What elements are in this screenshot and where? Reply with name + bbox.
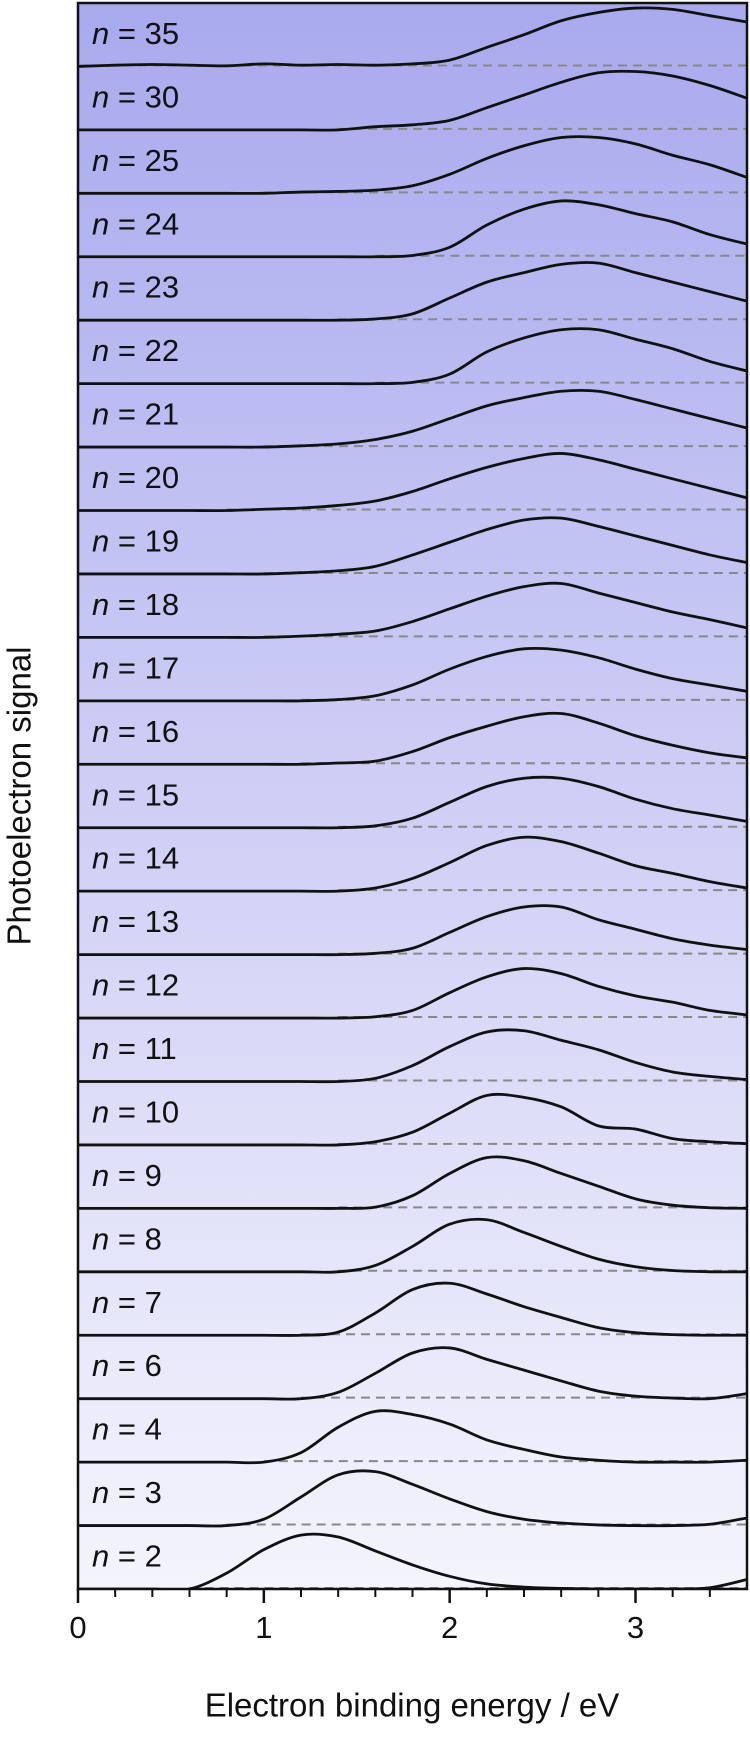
spectrum-line [78,6,747,68]
series-label: n = 23 [92,270,179,305]
series-label: n = 9 [92,1158,162,1193]
series-label: n = 18 [92,587,179,622]
series-label: n = 10 [92,1095,179,1130]
series-label: n = 24 [92,206,179,241]
series-label: n = 17 [92,651,179,686]
spectrum-line [78,1281,747,1337]
series-label: n = 25 [92,143,179,178]
spectrum-line [78,904,747,957]
series-label: n = 21 [92,397,179,432]
spectrum-line [78,388,747,449]
spectrum-line [78,581,747,639]
series-label: n = 14 [92,841,179,876]
y-axis-label: Photoelectron signal [1,646,38,945]
spectrum-line [78,327,747,386]
spectrum-line [78,967,747,1020]
series-label: n = 4 [92,1412,162,1447]
spectrum-line [78,1409,747,1465]
spectrum-line [78,199,747,259]
series-label: n = 6 [92,1348,162,1383]
series-label: n = 13 [92,904,179,939]
spectrum-line [78,516,747,576]
series-label: n = 3 [92,1475,162,1510]
plot-background [78,3,747,1589]
series-label: n = 2 [92,1539,162,1574]
series-label: n = 19 [92,524,179,559]
spectrum-line [78,261,747,322]
series-label: n = 11 [92,1031,177,1066]
spectrum-line [78,1469,747,1528]
series-label: n = 8 [92,1222,162,1257]
plot-area [78,6,747,1589]
series-label: n = 15 [92,777,179,812]
series-label: n = 20 [92,460,179,495]
spectrum-line [78,1092,747,1147]
spectrum-line [78,69,747,132]
spectrum-line [78,835,747,893]
spectrum-line [78,1155,747,1210]
x-axis-label: Electron binding energy / eV [205,1687,620,1724]
spectrum-line [78,775,747,830]
spectrum-line [78,646,747,703]
series-label: n = 30 [92,80,179,115]
x-tick-label: 1 [255,1610,272,1645]
spectrum-line [78,1217,747,1274]
spectrum-line [78,1532,747,1589]
series-label: n = 35 [92,16,179,51]
spectrum-line [78,1346,747,1401]
x-tick-label: 3 [627,1610,644,1645]
spectrum-line [78,1028,747,1084]
series-label: n = 16 [92,714,179,749]
spectrum-line [78,452,747,513]
series-label: n = 12 [92,968,179,1003]
x-tick-label: 2 [441,1610,458,1645]
series-label: n = 7 [92,1285,162,1320]
series-label: n = 22 [92,333,179,368]
x-tick-label: 0 [69,1610,86,1645]
spectrum-line [78,711,747,766]
spectrum-line [78,135,747,195]
